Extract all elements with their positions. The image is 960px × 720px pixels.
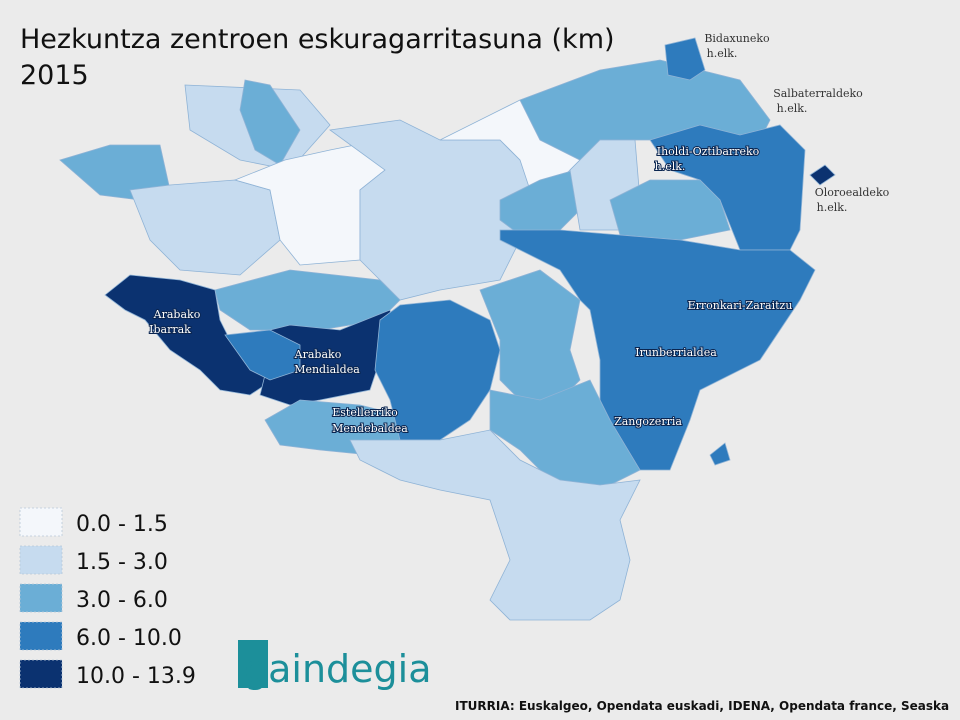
region-label: Iholdi-Oztibarreko h.elk. (655, 145, 760, 173)
source: ITURRIA: Euskalgeo, Opendata euskadi, ID… (455, 699, 949, 713)
region (649, 124, 806, 251)
region (499, 169, 581, 236)
region-label: Irunberrialdea (635, 346, 717, 359)
legend-swatch (19, 507, 63, 537)
region-label: Bidaxuneko h.elk. (704, 32, 770, 60)
region-label: Arabako Mendialdea (294, 348, 361, 376)
logo-mark (238, 640, 268, 688)
region (349, 429, 641, 621)
region (374, 299, 501, 441)
region (489, 379, 641, 491)
map (59, 37, 836, 621)
legend-swatch (19, 545, 63, 575)
region (664, 37, 706, 81)
legend-swatch (19, 621, 63, 651)
region-label: Oloroealdeko h.elk. (815, 186, 890, 214)
legend-label: 3.0 - 6.0 (76, 588, 168, 613)
legend-label: 6.0 - 10.0 (76, 626, 182, 651)
subtitle: 2015 (20, 60, 89, 91)
legend-label: 0.0 - 1.5 (76, 512, 168, 537)
region-label: Estellerriko Mendebaldea (332, 406, 408, 435)
region (224, 329, 301, 381)
legend: 0.0 - 1.5 1.5 - 3.0 3.0 - 6.0 6.0 - 10.0 10.… (19, 507, 196, 689)
region-label: Arabako Ibarrak (149, 308, 201, 336)
region-label: Zangozerria (614, 415, 682, 428)
region-labels: Bidaxuneko h.elk. Salbaterraldeko h.elk. I… (148, 32, 890, 436)
legend-label: 10.0 - 13.9 (76, 664, 196, 689)
legend-label: 1.5 - 3.0 (76, 550, 168, 575)
legend-swatch (19, 659, 63, 689)
region (499, 229, 816, 471)
logo: gaindegia (244, 647, 432, 691)
title: Hezkuntza zentroen eskuragarritasuna (km… (20, 24, 615, 55)
region (809, 164, 836, 186)
legend-swatch (19, 583, 63, 613)
region-label: Salbaterraldeko h.elk. (773, 87, 863, 115)
region-label: Erronkari-Zaraitzu (688, 299, 793, 312)
region (709, 442, 731, 466)
